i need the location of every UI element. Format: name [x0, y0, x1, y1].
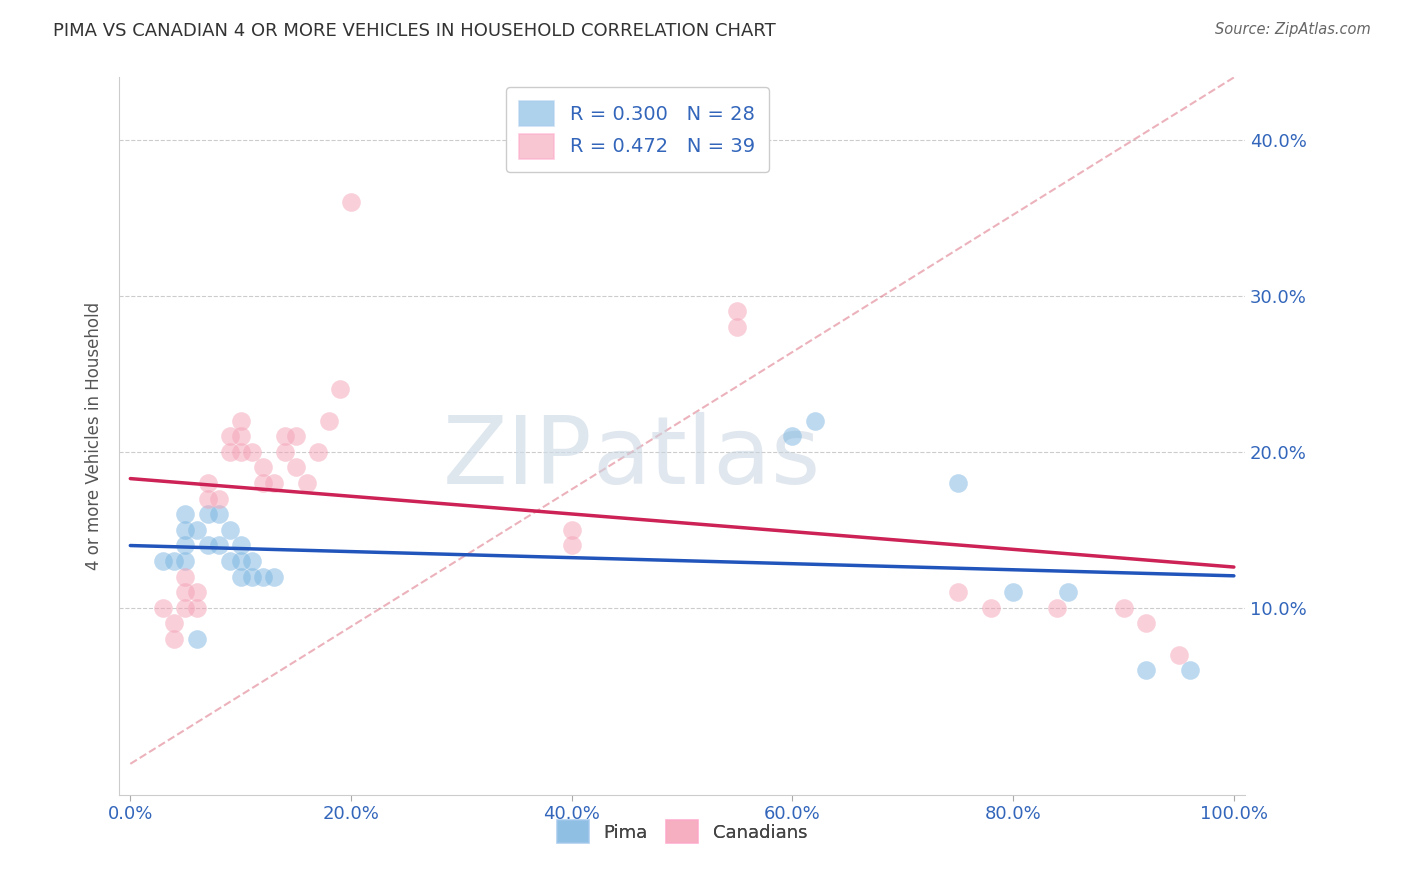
Point — [229, 554, 252, 568]
Point — [725, 304, 748, 318]
Point — [295, 476, 318, 491]
Point — [152, 554, 174, 568]
Point — [163, 632, 186, 646]
Point — [1167, 648, 1189, 662]
Point — [174, 569, 197, 583]
Point — [207, 538, 229, 552]
Point — [240, 554, 263, 568]
Point — [803, 414, 825, 428]
Point — [174, 600, 197, 615]
Point — [307, 445, 329, 459]
Point — [561, 538, 583, 552]
Point — [252, 476, 274, 491]
Point — [152, 600, 174, 615]
Point — [207, 508, 229, 522]
Point — [229, 445, 252, 459]
Point — [284, 460, 307, 475]
Point — [1135, 663, 1157, 677]
Point — [197, 476, 219, 491]
Text: atlas: atlas — [592, 412, 820, 504]
Point — [240, 569, 263, 583]
Point — [218, 523, 240, 537]
Point — [163, 554, 186, 568]
Point — [263, 476, 285, 491]
Point — [1178, 663, 1201, 677]
Text: PIMA VS CANADIAN 4 OR MORE VEHICLES IN HOUSEHOLD CORRELATION CHART: PIMA VS CANADIAN 4 OR MORE VEHICLES IN H… — [53, 22, 776, 40]
Point — [946, 476, 969, 491]
Point — [197, 538, 219, 552]
Point — [229, 538, 252, 552]
Point — [1057, 585, 1080, 599]
Text: ZIP: ZIP — [443, 412, 592, 504]
Point — [186, 585, 208, 599]
Point — [174, 508, 197, 522]
Point — [318, 414, 340, 428]
Point — [252, 569, 274, 583]
Point — [946, 585, 969, 599]
Point — [340, 195, 363, 210]
Point — [163, 616, 186, 631]
Point — [218, 554, 240, 568]
Text: Source: ZipAtlas.com: Source: ZipAtlas.com — [1215, 22, 1371, 37]
Y-axis label: 4 or more Vehicles in Household: 4 or more Vehicles in Household — [86, 302, 103, 570]
Point — [263, 569, 285, 583]
Point — [980, 600, 1002, 615]
Point — [1046, 600, 1069, 615]
Point — [218, 445, 240, 459]
Point — [240, 445, 263, 459]
Point — [186, 632, 208, 646]
Point — [782, 429, 804, 443]
Point — [174, 554, 197, 568]
Point — [329, 383, 352, 397]
Point — [186, 523, 208, 537]
Point — [1135, 616, 1157, 631]
Point — [186, 600, 208, 615]
Point — [274, 445, 297, 459]
Point — [229, 414, 252, 428]
Point — [218, 429, 240, 443]
Point — [229, 569, 252, 583]
Point — [284, 429, 307, 443]
Point — [197, 491, 219, 506]
Point — [725, 320, 748, 334]
Point — [207, 491, 229, 506]
Point — [274, 429, 297, 443]
Point — [561, 523, 583, 537]
Point — [252, 460, 274, 475]
Point — [174, 523, 197, 537]
Legend: Pima, Canadians: Pima, Canadians — [550, 813, 814, 851]
Point — [174, 585, 197, 599]
Point — [197, 508, 219, 522]
Point — [174, 538, 197, 552]
Point — [1112, 600, 1135, 615]
Point — [1002, 585, 1025, 599]
Point — [229, 429, 252, 443]
